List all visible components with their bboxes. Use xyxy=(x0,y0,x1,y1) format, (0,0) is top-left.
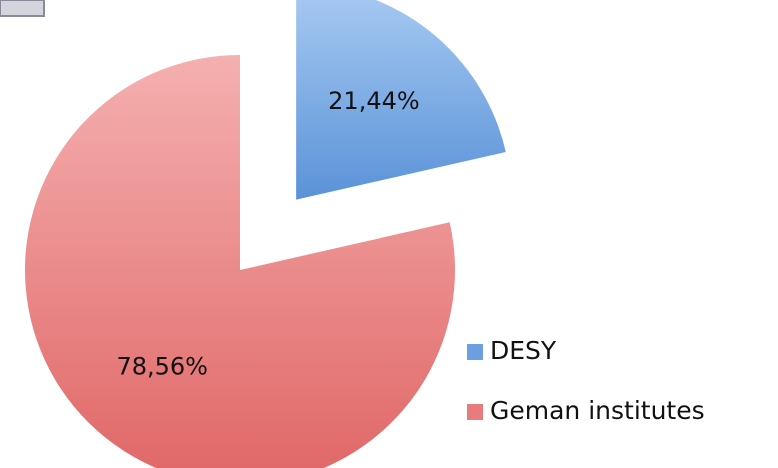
slice-label: 21,44% xyxy=(328,87,420,115)
legend-text: Geman institutes xyxy=(490,396,705,425)
pie-slice xyxy=(296,0,506,200)
window-fragment xyxy=(0,0,45,17)
legend-swatch xyxy=(467,344,483,360)
slice-label: 78,56% xyxy=(116,352,208,380)
legend-text: DESY xyxy=(490,336,557,365)
pie-slice xyxy=(25,55,455,468)
legend-swatch xyxy=(467,404,483,420)
